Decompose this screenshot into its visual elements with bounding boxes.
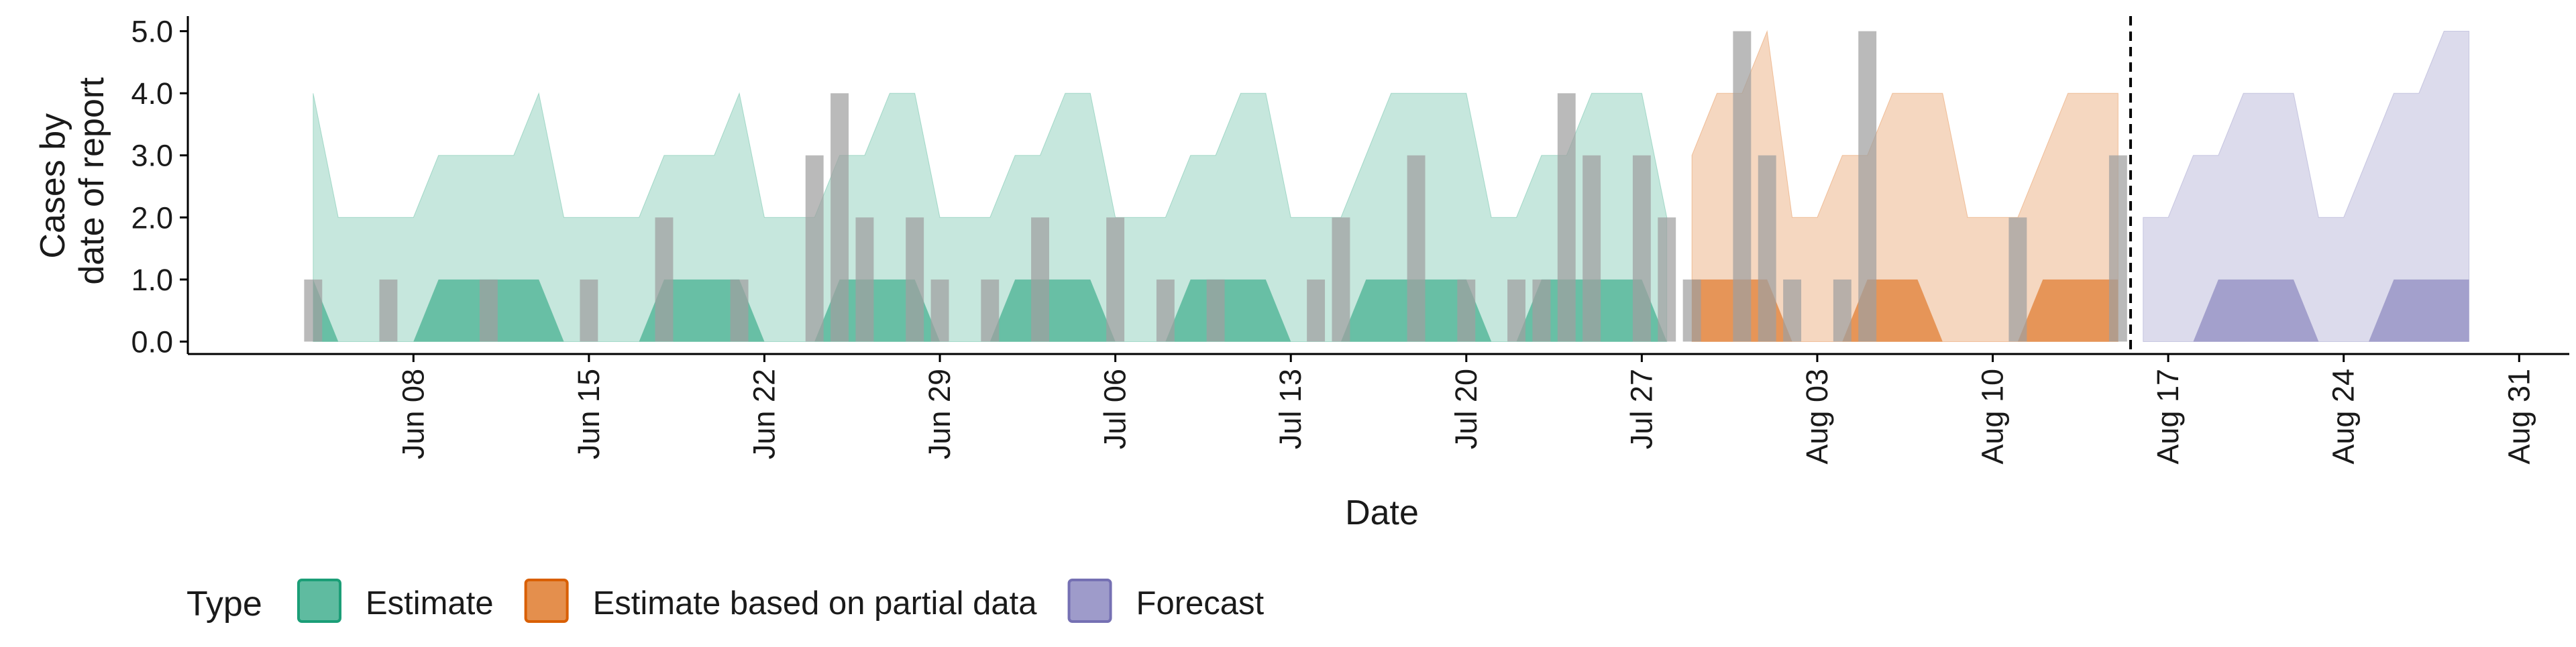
ribbon-50-forecast [2143, 279, 2469, 342]
x-tick-label: Jun 15 [572, 369, 606, 459]
observed-bar [479, 279, 498, 342]
observed-bar [1532, 279, 1551, 342]
observed-bar [1557, 93, 1576, 342]
x-tick-label: Aug 17 [2151, 369, 2185, 465]
x-tick-label: Aug 31 [2502, 369, 2536, 465]
observed-bar [1457, 279, 1476, 342]
y-tick-label: 5.0 [131, 15, 173, 49]
observed-bar [830, 93, 849, 342]
y-axis-title-line-1: Cases by [34, 113, 72, 259]
axes-layer [186, 16, 2569, 355]
observed-bar [2008, 217, 2027, 342]
observed-bar [655, 217, 674, 342]
x-tick-label: Aug 24 [2326, 369, 2361, 465]
observed-bar [805, 155, 824, 342]
observed-bar [1833, 279, 1851, 342]
observed-bar [730, 279, 749, 342]
y-tick-label: 3.0 [131, 139, 173, 173]
observed-bar [1156, 279, 1175, 342]
x-axis-title: Date [1345, 493, 1419, 532]
observed-bar [1733, 31, 1752, 342]
observed-bar [1307, 279, 1326, 342]
ribbon-50-estimate-based-on-partial-data [1692, 279, 2118, 342]
observed-bar [930, 279, 949, 342]
y-tick-label: 0.0 [131, 325, 173, 359]
y-tick-label: 2.0 [131, 200, 173, 235]
observed-bar [1332, 217, 1350, 342]
observed-bar [304, 279, 323, 342]
observed-bar [2108, 155, 2127, 342]
legend: Type Estimate Estimate based on partial d… [186, 579, 1265, 624]
observed-bar [1582, 155, 1601, 342]
x-tick-label: Aug 10 [1976, 369, 2010, 465]
observed-bar [1106, 217, 1125, 342]
legend-title: Type [186, 585, 262, 624]
legend-swatch-estimate [297, 579, 341, 623]
legend-swatch-estimate-based-on-partial-data [524, 579, 569, 623]
y-axis-title-line-2: date of report [72, 77, 111, 285]
legend-label-estimate-based-on-partial-data: Estimate based on partial data [593, 585, 1038, 622]
observed-bar [1507, 279, 1525, 342]
x-tick-label: Jun 08 [396, 369, 430, 459]
x-tick-label: Jul 13 [1273, 369, 1307, 449]
x-tick-label: Jun 29 [922, 369, 957, 459]
ribbon-layer [313, 30, 2470, 342]
observed-bar [1783, 279, 1802, 342]
x-tick-label: Jul 20 [1449, 369, 1483, 449]
observed-bar [379, 279, 398, 342]
observed-bar [1632, 155, 1651, 342]
x-tick-label: Jul 27 [1624, 369, 1658, 449]
observed-bar [1407, 155, 1426, 342]
y-tick-label: 4.0 [131, 76, 173, 111]
observed-bar [580, 279, 598, 342]
observed-bar [1206, 279, 1225, 342]
observed-bar [1758, 155, 1776, 342]
legend-label-forecast: Forecast [1136, 585, 1265, 622]
observed-bar [855, 217, 874, 342]
y-axis-title: Cases by date of report [34, 77, 111, 285]
legend-label-estimate: Estimate [366, 585, 494, 622]
x-ticks: Jun 08 Jun 15 Jun 22 Jun 29 Jul 06 Jul 13 Jul … [396, 354, 2536, 465]
legend-swatch-forecast [1067, 579, 1112, 623]
x-tick-label: Jul 06 [1098, 369, 1132, 449]
observed-bar [1682, 279, 1701, 342]
observed-bar [1658, 217, 1676, 342]
y-tick-label: 1.0 [131, 263, 173, 297]
x-tick-label: Aug 03 [1800, 369, 1834, 465]
observed-bar [1858, 31, 1877, 342]
y-ticks: 0.0 1.0 2.0 3.0 4.0 5.0 [131, 15, 188, 359]
ribbon-50-estimate [313, 279, 1667, 342]
observed-bar [981, 279, 1000, 342]
x-tick-label: Jun 22 [747, 369, 781, 459]
observed-bars-layer [304, 31, 2127, 342]
observed-bar [1031, 217, 1049, 342]
observed-bar [906, 217, 924, 342]
